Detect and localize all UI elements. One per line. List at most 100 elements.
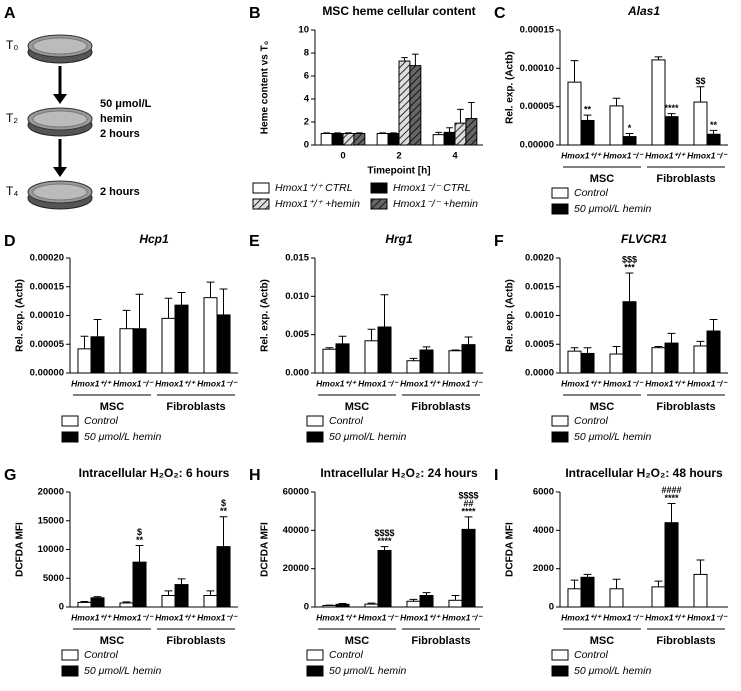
error-bar [457, 108, 464, 124]
bar [454, 122, 467, 146]
legend-swatch [61, 665, 79, 677]
error-bar [570, 347, 579, 352]
group-label: Fibroblasts [656, 173, 715, 185]
chart-title: Intracellular H₂O₂: 24 hours [320, 466, 478, 480]
error-bar [468, 101, 475, 119]
panel-letter: B [249, 5, 261, 22]
bar [335, 343, 350, 374]
category-label: Hmox1⁻/⁻ [442, 378, 483, 388]
y-tick-label: 40000 [283, 525, 309, 536]
bar [77, 348, 92, 374]
y-tick-label: 10 [298, 25, 309, 36]
y-tick-label: 0.015 [285, 253, 309, 264]
category-label: Hmox1⁻/⁻ [687, 612, 728, 622]
legend-label: Control [574, 187, 609, 199]
bar [567, 588, 582, 608]
error-bar [625, 272, 634, 302]
category-label: Hmox1⁺/⁺ [561, 150, 602, 160]
bar [651, 586, 666, 608]
bar [119, 328, 134, 374]
category-label: Hmox1⁻/⁻ [113, 612, 154, 622]
legend-label: Control [574, 415, 609, 427]
bar [335, 603, 350, 608]
legend-label: Control [329, 415, 364, 427]
y-tick-label: 15000 [38, 515, 64, 526]
legend-label: 50 μmol/L hemin [84, 665, 162, 677]
error-bar [625, 133, 634, 137]
legend-swatch [306, 415, 324, 427]
bar [409, 65, 422, 146]
error-bar [464, 516, 473, 530]
legend-swatch [551, 649, 569, 661]
bar [580, 352, 595, 374]
y-tick-label: 0 [304, 602, 309, 613]
arrow [53, 139, 67, 177]
y-tick-label: 0 [59, 602, 64, 613]
chart-title: MSC heme cellular content [322, 4, 475, 18]
bar [398, 60, 411, 146]
error-bar [409, 598, 418, 602]
legend-swatch [306, 649, 324, 661]
y-tick-label: 0.00000 [520, 140, 554, 151]
panel-letter: F [494, 233, 504, 250]
error-bar [325, 347, 334, 350]
error-bar [583, 347, 592, 354]
bar [693, 573, 708, 608]
y-tick-label: 0.0020 [525, 253, 554, 264]
y-tick-label: 2 [304, 117, 309, 128]
significance-label: $$$$ [458, 490, 478, 500]
bar [161, 317, 176, 374]
error-bar [338, 335, 347, 344]
category-label: Hmox1⁻/⁻ [113, 378, 154, 388]
bar [706, 330, 721, 374]
y-tick-label: 20000 [283, 563, 309, 574]
legend-label: 50 μmol/L hemin [574, 203, 652, 215]
legend-swatch [551, 203, 569, 215]
group-label: MSC [100, 401, 125, 413]
error-bar [345, 132, 352, 134]
legend-swatch [551, 431, 569, 443]
error-bar [667, 332, 676, 344]
legend-label: Hmox1⁺/⁺ CTRL [275, 182, 353, 194]
y-tick-label: 0.00015 [30, 281, 65, 292]
step-note: 2 hours [100, 186, 140, 198]
significance-label: ** [584, 104, 592, 114]
group-label: Fibroblasts [656, 401, 715, 413]
significance-label: ** [710, 120, 718, 130]
legend-swatch [252, 182, 270, 194]
bar [567, 350, 582, 374]
y-tick-label: 0.00000 [30, 368, 64, 379]
legend-label: Hmox1⁺/⁺ +hemin [275, 198, 360, 210]
significance-label: ## [464, 498, 474, 508]
bar [693, 101, 708, 146]
panel-letter: I [494, 467, 498, 484]
step-note: hemin [100, 113, 133, 125]
error-bar [401, 57, 408, 62]
legend-swatch [306, 665, 324, 677]
bar [377, 549, 392, 608]
step-label: T₀ [6, 38, 18, 52]
legend-swatch [61, 649, 79, 661]
x-tick-label: 0 [340, 151, 345, 162]
panel-letter: E [249, 233, 260, 250]
legend-swatch [370, 198, 388, 210]
y-tick-label: 0.0005 [525, 339, 555, 350]
bar [216, 314, 231, 374]
legend-label: 50 μmol/L hemin [84, 431, 162, 443]
bar [664, 522, 679, 608]
y-tick-label: 2000 [533, 563, 554, 574]
bar [651, 347, 666, 374]
error-bar [367, 602, 376, 605]
y-tick-label: 6 [304, 71, 309, 82]
bar [622, 301, 637, 374]
category-label: Hmox1⁺/⁺ [400, 612, 441, 622]
error-bar [135, 293, 144, 329]
step-note: 2 hours [100, 128, 140, 140]
dish [27, 107, 93, 137]
error-bar [435, 131, 442, 135]
group-label: MSC [345, 635, 370, 647]
legend-label: Control [84, 415, 119, 427]
category-label: Hmox1⁻/⁻ [197, 378, 238, 388]
bar [119, 602, 134, 608]
legend-swatch [370, 182, 388, 194]
